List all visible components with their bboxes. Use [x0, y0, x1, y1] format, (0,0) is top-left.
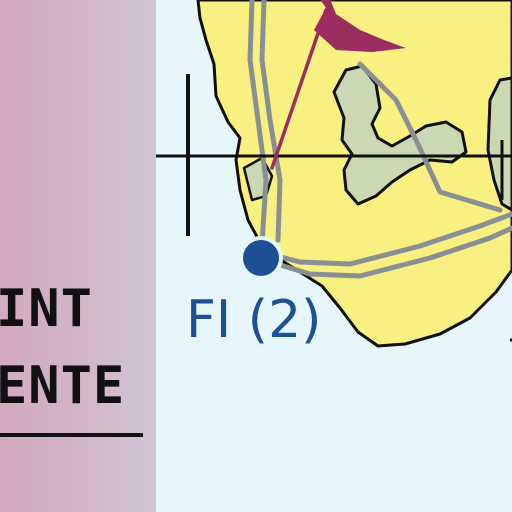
road-west-inner — [259, 0, 283, 243]
road-west — [247, 0, 269, 247]
marker-label: FI (2) — [186, 290, 322, 350]
panel-underline — [0, 433, 143, 437]
panel-title-line2: ENTE — [0, 356, 126, 416]
peninsula-area — [332, 64, 468, 206]
road-coast-inner — [267, 225, 512, 279]
road-coast — [259, 211, 512, 267]
road-network — [247, 0, 512, 279]
panel-title-line1: INT — [0, 279, 93, 339]
road-north — [357, 61, 503, 213]
side-panel: INT ENTE — [0, 0, 156, 512]
pennant-flag-icon — [270, 0, 406, 170]
location-dot-icon[interactable] — [239, 236, 283, 280]
